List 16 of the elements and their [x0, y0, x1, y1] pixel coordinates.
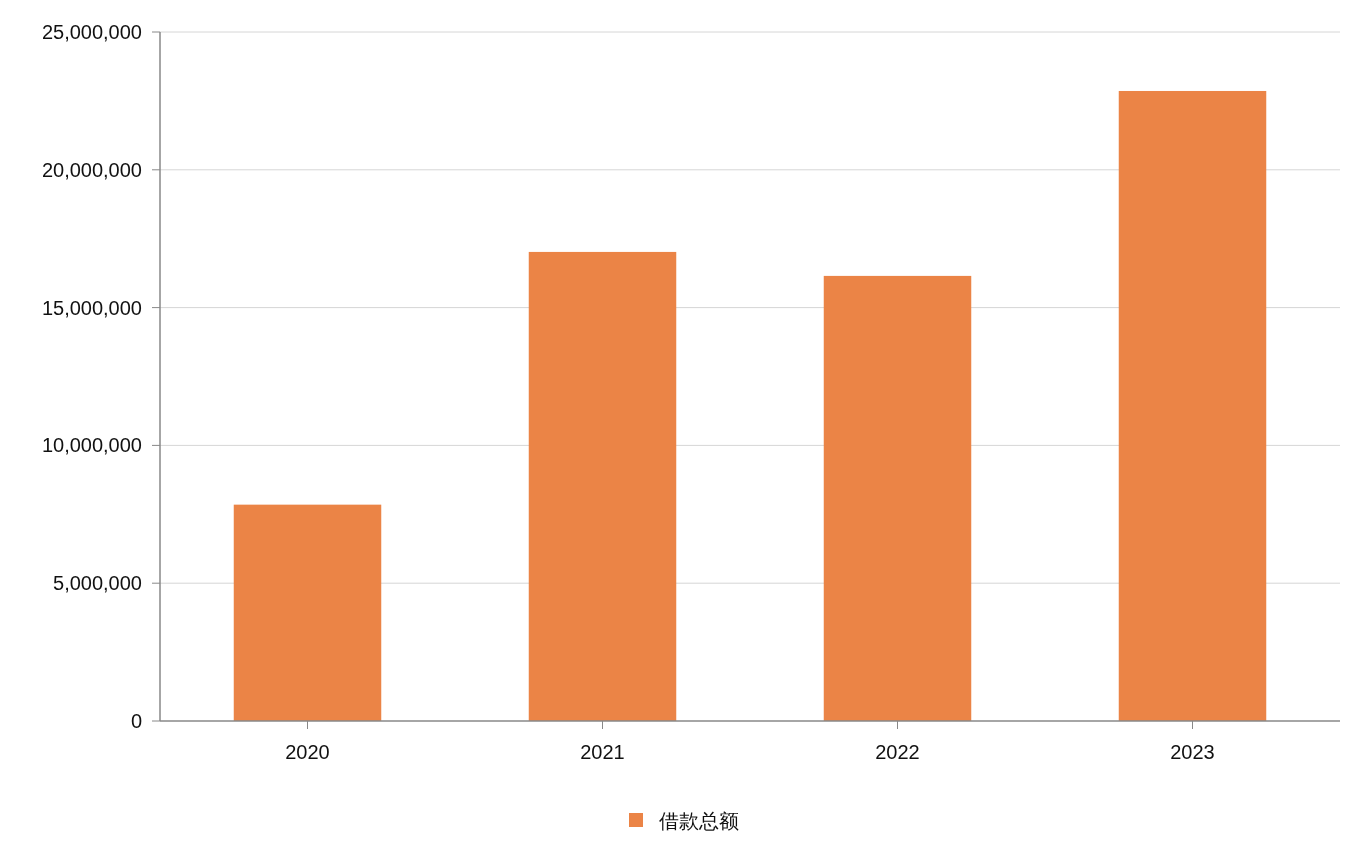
- x-tick-label: 2023: [1170, 741, 1215, 763]
- y-tick-label: 25,000,000: [41, 21, 142, 43]
- y-tick-label: 0: [130, 710, 142, 732]
- y-tick-label: 10,000,000: [41, 434, 142, 457]
- legend: 借款总额: [629, 810, 739, 832]
- x-tick-label: 2020: [285, 741, 330, 763]
- y-tick-label: 5,000,000: [53, 572, 142, 595]
- y-tick-label: 20,000,000: [41, 158, 142, 181]
- x-tick-label: 2021: [580, 741, 625, 763]
- y-tick-label: 15,000,000: [41, 296, 142, 319]
- bar: [823, 275, 972, 721]
- legend-label: 借款总额: [659, 810, 739, 832]
- bar: [233, 504, 382, 721]
- bar: [1118, 90, 1267, 721]
- bar: [528, 251, 677, 721]
- x-tick-label: 2022: [875, 741, 920, 763]
